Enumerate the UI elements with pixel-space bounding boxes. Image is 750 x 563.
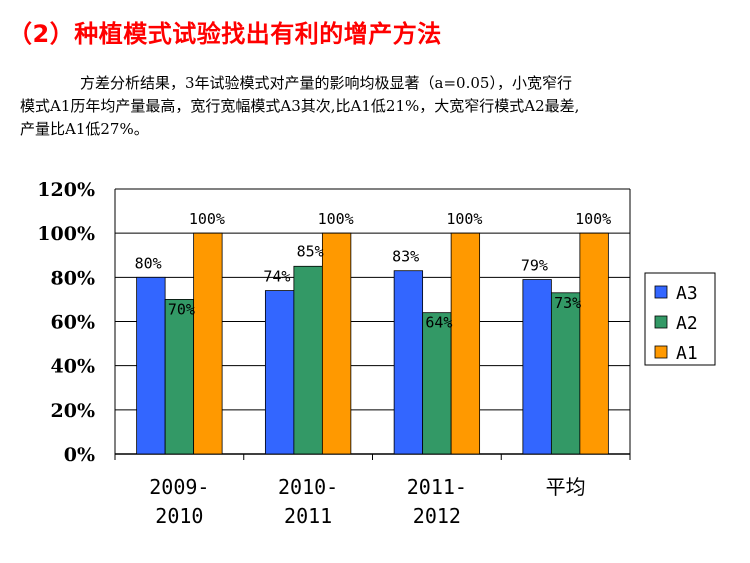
x-tick-label: 2010 bbox=[155, 504, 203, 528]
y-tick-label: 120% bbox=[37, 179, 95, 201]
bar-A2-0 bbox=[164, 299, 195, 455]
x-tick-label: 平均 bbox=[546, 475, 586, 499]
data-label-A2-0: 70% bbox=[168, 300, 195, 318]
legend-label-A3: A3 bbox=[676, 283, 698, 304]
x-tick-label: 2011- bbox=[407, 475, 467, 499]
y-tick-label: 80% bbox=[51, 267, 96, 289]
bar-A1-0 bbox=[193, 232, 223, 455]
bar-A3-2 bbox=[393, 270, 424, 455]
bar-A3-3 bbox=[522, 279, 552, 455]
legend-swatch-A2 bbox=[654, 315, 668, 329]
paragraph-line-3: 产量比A1低27%。 bbox=[20, 120, 149, 138]
y-tick-label: 40% bbox=[51, 356, 96, 378]
data-label-A1-3: 100% bbox=[575, 210, 611, 228]
bar-A1-2 bbox=[450, 232, 481, 455]
data-label-A2-1: 85% bbox=[297, 242, 324, 260]
legend-label-A2: A2 bbox=[676, 313, 698, 334]
analysis-paragraph: 方差分析结果，3年试验模式对产量的影响均极显著（a=0.05），小宽窄行 模式A… bbox=[20, 72, 720, 141]
x-tick-label: 2012 bbox=[413, 504, 461, 528]
data-label-A2-2: 64% bbox=[425, 314, 452, 332]
bar-A1-1 bbox=[321, 232, 352, 455]
bar-A2-2 bbox=[422, 312, 452, 455]
y-tick-label: 100% bbox=[37, 223, 95, 245]
y-tick-label: 60% bbox=[51, 312, 96, 334]
bar-A3-1 bbox=[264, 290, 295, 455]
data-label-A3-1: 74% bbox=[263, 268, 290, 286]
data-label-A1-2: 100% bbox=[446, 210, 482, 228]
data-label-A1-0: 100% bbox=[189, 210, 225, 228]
slide-title: （2）种植模式试验找出有利的增产方法 bbox=[8, 20, 442, 48]
legend-swatch-A3 bbox=[654, 285, 668, 299]
y-tick-label: 0% bbox=[64, 444, 95, 466]
legend-swatch-A1 bbox=[654, 345, 668, 359]
bar-A2-1 bbox=[293, 265, 323, 455]
x-tick-label: 2011 bbox=[284, 504, 332, 528]
bar-A1-3 bbox=[579, 232, 609, 455]
data-label-A2-3: 73% bbox=[554, 294, 581, 312]
paragraph-line-2: 模式A1历年均产量最高，宽行宽幅模式A3其次,比A1低21%，大宽窄行模式A2最… bbox=[20, 97, 580, 115]
x-tick-label: 2009- bbox=[149, 475, 209, 499]
data-label-A3-2: 83% bbox=[392, 248, 419, 266]
data-label-A1-1: 100% bbox=[318, 210, 354, 228]
data-label-A3-0: 80% bbox=[135, 254, 162, 272]
x-tick-label: 2010- bbox=[278, 475, 338, 499]
paragraph-line-1: 方差分析结果，3年试验模式对产量的影响均极显著（a=0.05），小宽窄行 bbox=[80, 74, 572, 92]
y-tick-label: 20% bbox=[51, 400, 96, 422]
bar-A3-0 bbox=[136, 276, 166, 455]
legend-label-A1: A1 bbox=[676, 343, 698, 364]
data-label-A3-3: 79% bbox=[521, 257, 548, 275]
bar-A2-3 bbox=[550, 292, 581, 455]
